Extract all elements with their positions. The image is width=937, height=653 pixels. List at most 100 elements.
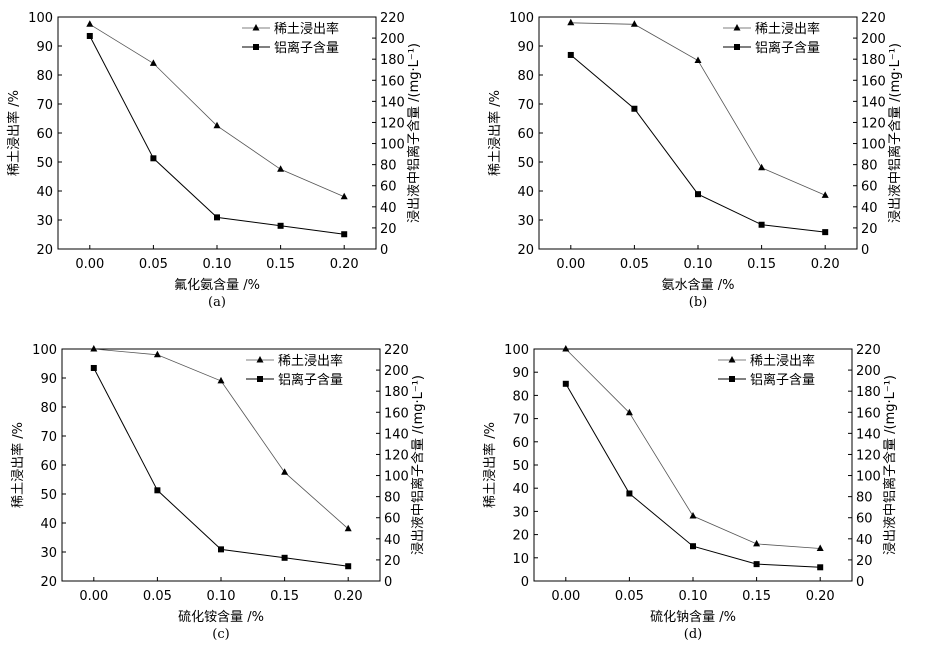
triangle-marker [344,524,352,532]
square-marker [695,191,701,198]
x-tick-label: 0.20 [334,589,363,604]
y-axis-label: 稀土浸出率 /% [6,90,22,176]
x-tick-label: 0.10 [207,589,236,604]
x-tick-label: 0.15 [747,257,776,272]
square-marker [753,561,760,568]
square-marker [345,563,352,570]
y2-tick-label: 160 [384,406,409,421]
y-tick-label: 90 [36,40,53,55]
triangle-marker [567,18,575,26]
y2-tick-label: 140 [380,95,405,110]
series-line [89,35,345,235]
triangle-marker [689,512,697,519]
y-tick-label: 80 [36,69,53,84]
x-tick-label: 0.05 [620,257,649,272]
legend-label: 铝离子含量 [278,372,343,388]
y2-tick-label: 180 [380,53,405,68]
series-line [93,367,349,567]
y-tick-label: 80 [512,389,529,404]
y-tick-label: 40 [36,185,53,200]
y2-axis-label: 浸出液中铝离子含量 /(mg·L⁻¹) [887,43,903,223]
y2-tick-label: 40 [380,201,397,216]
y-tick-label: 40 [517,185,534,200]
y2-axis-label: 浸出液中铝离子含量 /(mg·L⁻¹) [406,43,422,223]
square-marker [817,564,824,571]
triangle-marker [758,163,766,171]
triangle-marker [86,20,94,27]
triangle-marker [694,56,702,63]
y2-tick-label: 220 [856,343,881,358]
x-tick-label: 0.00 [551,589,580,604]
y-tick-label: 70 [40,430,57,445]
y-tick-label: 50 [36,156,53,171]
square-marker [214,214,220,221]
y2-axis-label: 浸出液中铝离子含量 /(mg·L⁻¹) [410,375,426,555]
legend-triangle-marker [728,356,736,363]
y2-tick-label: 120 [856,448,881,463]
square-marker [567,51,574,58]
triangle-marker [562,345,570,352]
y2-tick-label: 60 [384,512,401,527]
chart-panel: 0 10 20 30 40 50 60 70 80 90 100 0 20 40 60 80 100 120 140… [482,343,898,642]
square-marker [277,222,284,229]
y2-tick-label: 100 [380,138,405,153]
triangle-marker [625,408,633,416]
y-tick-label: 70 [512,413,529,428]
triangle-marker [630,20,638,27]
y2-tick-label: 220 [380,11,405,26]
y-tick-label: 60 [512,436,529,451]
square-marker [86,32,93,39]
y-tick-label: 30 [36,214,53,229]
triangle-marker [340,192,348,200]
triangle-marker [753,539,761,547]
y2-tick-label: 80 [380,159,397,174]
legend-triangle-marker [733,24,741,31]
y2-tick-label: 180 [384,385,409,400]
square-marker [690,543,696,550]
y2-tick-label: 60 [861,180,878,195]
y-tick-label: 100 [509,11,534,26]
y2-tick-label: 60 [380,180,397,195]
y-tick-label: 100 [32,343,57,358]
y2-tick-label: 0 [380,243,388,258]
legend-triangle-marker [252,24,260,31]
triangle-marker [816,544,824,552]
y2-tick-label: 140 [861,95,886,110]
y-tick-label: 80 [517,69,534,84]
y-tick-label: 50 [512,459,529,474]
square-marker [758,221,765,228]
y-tick-label: 40 [512,482,529,497]
triangle-marker [213,121,221,129]
chart-panel: 20 30 40 50 60 70 80 90 100 0 20 40 60 80 100 120 140 160… [10,343,426,642]
y2-tick-label: 200 [861,32,886,47]
y-tick-label: 0 [521,575,529,590]
chart-panel: 20 30 40 50 60 70 80 90 100 0 20 40 60 80 100 120 140 160… [487,11,903,310]
triangle-marker [153,350,161,358]
y-tick-label: 20 [512,529,529,544]
y2-tick-label: 180 [856,385,881,400]
y-tick-label: 20 [40,575,57,590]
square-marker [154,487,161,494]
square-marker [631,105,638,112]
y2-tick-label: 20 [856,554,873,569]
y-tick-label: 80 [40,401,57,416]
y2-tick-label: 80 [856,491,873,506]
y-tick-label: 60 [36,127,53,142]
series-line [570,54,826,233]
y2-tick-label: 0 [861,243,869,258]
y-tick-label: 100 [504,343,529,358]
y2-tick-label: 40 [856,533,873,548]
y-tick-label: 50 [40,488,57,503]
y2-tick-label: 220 [384,343,409,358]
legend-label: 稀土浸出率 [755,21,820,37]
x-tick-label: 0.05 [615,589,644,604]
y2-tick-label: 100 [856,470,881,485]
panel-label: (b) [689,295,707,310]
panel-label: (d) [684,627,702,642]
y-tick-label: 90 [517,40,534,55]
y2-tick-label: 20 [380,222,397,237]
panel-label: (c) [212,627,229,642]
legend-triangle-marker [256,356,264,363]
y2-tick-label: 80 [861,159,878,174]
